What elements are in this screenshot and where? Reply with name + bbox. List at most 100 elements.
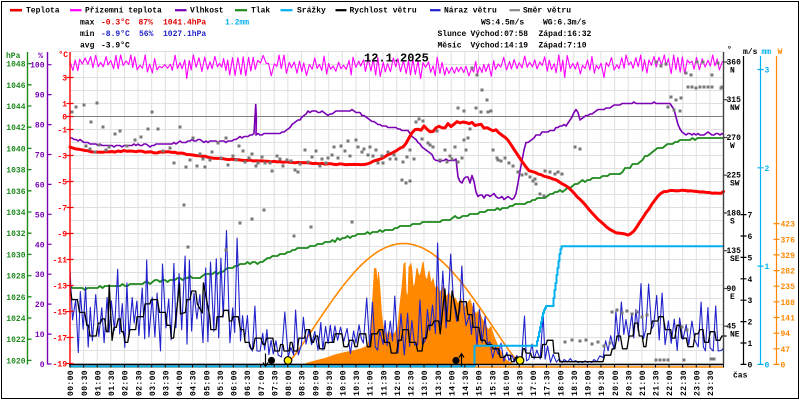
svg-text:16:30: 16:30 (517, 370, 526, 396)
svg-text:-17: -17 (53, 335, 68, 344)
svg-text:-7: -7 (57, 205, 67, 214)
svg-text:Slunce: Slunce (438, 30, 467, 39)
svg-text:mm: mm (762, 48, 772, 57)
svg-text:°C: °C (58, 51, 68, 60)
svg-text:87%: 87% (139, 19, 154, 28)
svg-text:376: 376 (781, 236, 796, 245)
svg-text:94: 94 (781, 330, 791, 339)
svg-text:N: N (730, 66, 735, 75)
svg-text:21:00: 21:00 (639, 370, 648, 396)
svg-text:1024: 1024 (6, 315, 25, 324)
svg-text:Tlak: Tlak (251, 6, 270, 15)
svg-text:6: 6 (748, 233, 753, 242)
svg-text:NE: NE (730, 331, 740, 340)
svg-text:21:30: 21:30 (653, 370, 662, 396)
svg-text:23:30: 23:30 (707, 370, 716, 396)
svg-text:°: ° (727, 46, 732, 55)
svg-text:13:30: 13:30 (435, 370, 444, 396)
svg-text:-8.9°C: -8.9°C (101, 30, 130, 39)
svg-text:10: 10 (35, 331, 45, 340)
svg-text:Vlhkost: Vlhkost (190, 6, 224, 15)
svg-text:-0.3°C: -0.3°C (101, 19, 130, 28)
svg-text:%: % (38, 52, 43, 61)
svg-text:-9: -9 (57, 231, 67, 240)
svg-text:17:00: 17:00 (530, 370, 539, 396)
svg-text:10:00: 10:00 (340, 370, 349, 396)
svg-text:E: E (730, 293, 735, 302)
svg-text:čas: čas (733, 372, 748, 381)
svg-text:360: 360 (727, 58, 742, 67)
svg-text:07:00: 07:00 (258, 370, 267, 396)
svg-text:W: W (778, 48, 783, 57)
svg-text:-1: -1 (57, 127, 67, 136)
svg-text:20:30: 20:30 (625, 370, 634, 396)
svg-text:06:30: 06:30 (244, 370, 253, 396)
svg-text:14:30: 14:30 (462, 370, 471, 396)
svg-text:315: 315 (727, 96, 742, 105)
svg-text:19:30: 19:30 (598, 370, 607, 396)
svg-text:7: 7 (748, 212, 753, 221)
svg-text:09:30: 09:30 (326, 370, 335, 396)
svg-text:0: 0 (748, 361, 753, 370)
svg-text:01:30: 01:30 (108, 370, 117, 396)
svg-text:47: 47 (781, 346, 791, 355)
svg-text:m/s: m/s (743, 48, 758, 57)
svg-text:329: 329 (781, 252, 796, 261)
svg-text:90: 90 (35, 92, 45, 101)
svg-text:5: 5 (748, 254, 753, 263)
svg-text:WS:4.5m/s: WS:4.5m/s (481, 19, 524, 28)
svg-text:45: 45 (727, 323, 737, 332)
svg-text:1032: 1032 (6, 230, 25, 239)
svg-text:W: W (730, 142, 735, 151)
svg-text:11:30: 11:30 (380, 370, 389, 396)
svg-text:13:00: 13:00 (421, 370, 430, 396)
svg-text:03:00: 03:00 (149, 370, 158, 396)
svg-text:3: 3 (62, 75, 67, 84)
svg-text:4: 4 (748, 276, 753, 285)
svg-text:270: 270 (727, 134, 742, 143)
svg-text:12.1.2025: 12.1.2025 (364, 52, 429, 66)
svg-text:90: 90 (727, 285, 737, 294)
svg-text:11:00: 11:00 (367, 370, 376, 396)
svg-text:08:00: 08:00 (285, 370, 294, 396)
svg-text:12:00: 12:00 (394, 370, 403, 396)
svg-text:22:30: 22:30 (680, 370, 689, 396)
svg-text:50: 50 (35, 211, 45, 220)
svg-text:3: 3 (748, 297, 753, 306)
svg-text:1027.1hPa: 1027.1hPa (163, 30, 206, 39)
svg-text:-3.9°C: -3.9°C (101, 41, 130, 50)
svg-text:Přízemní teplota: Přízemní teplota (85, 6, 162, 15)
svg-text:-3: -3 (57, 153, 67, 162)
svg-text:423: 423 (781, 221, 796, 230)
svg-text:1022: 1022 (6, 336, 25, 345)
svg-text:05:00: 05:00 (203, 370, 212, 396)
svg-text:135: 135 (727, 247, 742, 256)
svg-text:08:30: 08:30 (299, 370, 308, 396)
svg-text:-11: -11 (53, 257, 68, 266)
svg-text:18:30: 18:30 (571, 370, 580, 396)
svg-text:15:30: 15:30 (489, 370, 498, 396)
svg-text:max: max (80, 19, 95, 28)
svg-text:1026: 1026 (6, 294, 25, 303)
svg-text:1028: 1028 (6, 273, 25, 282)
svg-text:1020: 1020 (6, 357, 25, 366)
svg-text:0: 0 (765, 361, 770, 370)
svg-text:-13: -13 (53, 283, 68, 292)
svg-text:00:30: 00:30 (81, 370, 90, 396)
svg-text:15:00: 15:00 (476, 370, 485, 396)
svg-text:22:00: 22:00 (666, 370, 675, 396)
svg-text:1036: 1036 (6, 188, 25, 197)
svg-text:hPa: hPa (6, 52, 21, 61)
svg-text:0: 0 (40, 361, 45, 370)
svg-text:1.2mm: 1.2mm (225, 19, 249, 28)
svg-text:-19: -19 (53, 361, 68, 370)
svg-text:20:00: 20:00 (612, 370, 621, 396)
svg-text:10:30: 10:30 (353, 370, 362, 396)
svg-text:2: 2 (748, 319, 753, 328)
svg-text:04:00: 04:00 (176, 370, 185, 396)
svg-text:0: 0 (781, 361, 786, 370)
svg-text:Směr větru: Směr větru (523, 6, 571, 15)
svg-text:Měsíc: Měsíc (438, 41, 462, 50)
svg-text:56%: 56% (139, 30, 154, 39)
svg-text:1: 1 (765, 263, 770, 272)
